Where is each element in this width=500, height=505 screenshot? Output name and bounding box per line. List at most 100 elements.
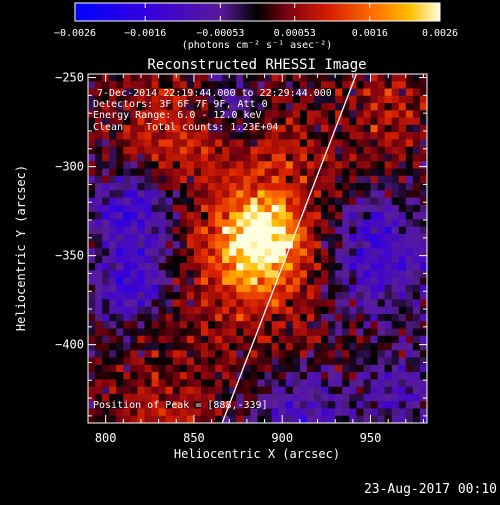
heatmap-cell [95,139,103,148]
heatmap-cell [109,415,117,423]
heatmap-cell [123,408,131,417]
heatmap-cell [116,284,124,293]
heatmap-cell [321,74,329,82]
heatmap-cell [377,81,386,90]
heatmap-cell [412,386,421,395]
heatmap-cell [356,350,365,359]
heatmap-cell [172,183,181,191]
heatmap-cell [335,74,343,82]
heatmap-cell [292,153,301,162]
heatmap-cell [201,95,209,104]
heatmap-cell [314,408,322,417]
heatmap-cell [193,233,202,242]
heatmap-cell [102,277,110,286]
heatmap-cell [335,161,343,170]
y-tick-label: −400 [55,338,84,352]
heatmap-cell [109,321,117,330]
heatmap-cell [271,175,280,184]
heatmap-cell [130,263,139,271]
heatmap-cell [116,277,124,286]
heatmap-cell [165,197,174,206]
heatmap-cell [398,74,407,82]
heatmap-cell [151,103,160,111]
heatmap-cell [285,350,294,359]
heatmap-cell [158,393,167,402]
heatmap-cell [215,335,223,344]
heatmap-cell [109,270,117,279]
heatmap-cell [349,146,357,155]
heatmap-cell [208,197,216,206]
heatmap-cell [349,212,357,221]
heatmap-cell [257,233,266,242]
heatmap-cell [172,277,181,286]
heatmap-cell [250,393,259,402]
heatmap-cell [102,343,110,351]
heatmap-cell [179,306,188,315]
heatmap-cell [130,335,139,344]
heatmap-cell [158,95,167,104]
heatmap-cell [215,386,223,395]
heatmap-cell [172,110,181,119]
heatmap-cell [172,328,181,337]
heatmap-cell [130,277,139,286]
colorbar-tick-label: −0.00053 [196,28,244,39]
heatmap-cell [377,103,386,111]
heatmap-cell [285,183,294,191]
heatmap-cell [144,146,153,155]
heatmap-cell [179,401,188,410]
heatmap-cell [144,284,153,293]
heatmap-cell [419,357,427,366]
heatmap-cell [306,386,315,395]
heatmap-cell [201,313,209,322]
heatmap-cell [123,74,131,82]
heatmap-cell [356,190,365,199]
heatmap-cell [398,219,407,228]
heatmap-cell [172,233,181,242]
heatmap-cell [370,103,379,111]
heatmap-cell [179,74,188,82]
heatmap-cell [328,270,336,279]
heatmap-cell [335,110,343,119]
heatmap-cell [208,393,216,402]
heatmap-cell [243,270,252,279]
heatmap-cell [292,372,301,380]
heatmap-cell [363,190,372,199]
heatmap-cell [398,284,407,293]
heatmap-cell [172,263,181,271]
heatmap-cell [349,313,357,322]
heatmap-cell [123,103,131,111]
heatmap-cell [123,284,131,293]
heatmap-cell [102,81,110,90]
heatmap-cell [130,248,139,257]
heatmap-cell [130,313,139,322]
heatmap-cell [377,350,386,359]
heatmap-cell [384,81,393,90]
heatmap-cell [144,277,153,286]
heatmap-cell [102,350,110,359]
heatmap-cell [405,335,414,344]
heatmap-cell [377,408,386,417]
heatmap-cell [306,270,315,279]
heatmap-cell [264,132,273,141]
heatmap-cell [328,124,336,133]
heatmap-cell [123,204,131,213]
heatmap-cell [356,233,365,242]
heatmap-cell [342,313,350,322]
heatmap-cell [222,313,230,322]
heatmap-cell [377,343,386,351]
heatmap-cell [250,219,259,228]
heatmap-cell [116,95,124,104]
heatmap-cell [95,284,103,293]
heatmap-cell [349,299,357,308]
heatmap-cell [116,328,124,337]
heatmap-cell [391,379,400,388]
heatmap-cell [391,219,400,228]
heatmap-cell [363,146,372,155]
heatmap-cell [328,190,336,199]
heatmap-cell [342,153,350,162]
heatmap-cell [405,190,414,199]
heatmap-cell [328,153,336,162]
heatmap-cell [292,343,301,351]
heatmap-cell [306,110,315,119]
heatmap-cell [186,74,195,82]
